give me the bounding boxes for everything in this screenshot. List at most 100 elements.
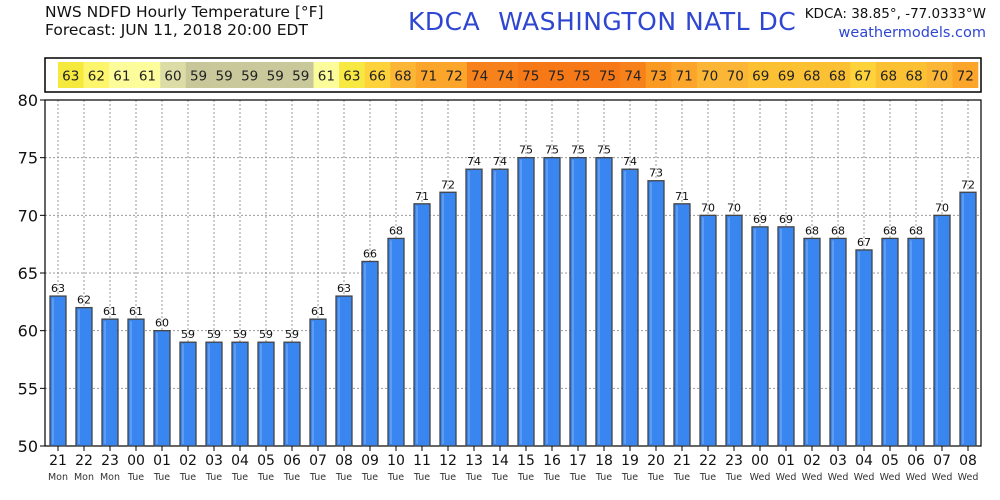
bar-value-label: 68	[831, 224, 845, 237]
bar	[257, 341, 275, 447]
x-tick-hour-label: 07	[309, 453, 327, 469]
x-tick-day-label: Mon	[100, 472, 120, 483]
x-tick-hour-label: 06	[283, 453, 301, 469]
bar-value-label: 68	[805, 224, 819, 237]
bar	[699, 214, 717, 447]
strip-value: 59	[267, 69, 284, 85]
site-link[interactable]: weathermodels.com	[838, 25, 986, 41]
x-tick-hour-label: 07	[933, 453, 951, 469]
bar-value-label: 63	[51, 282, 65, 295]
strip-value: 69	[752, 69, 769, 85]
x-tick-hour-label: 22	[75, 453, 93, 469]
x-tick-day-label: Tue	[699, 472, 716, 483]
bar-value-label: 59	[285, 328, 299, 341]
station-code: KDCA	[408, 7, 481, 36]
x-tick-hour-label: 19	[621, 453, 639, 469]
bar-value-label: 68	[389, 224, 403, 237]
strip-value: 67	[854, 69, 871, 85]
strip-cell	[83, 62, 110, 88]
bar-value-label: 73	[649, 167, 663, 180]
strip-value: 70	[727, 69, 744, 85]
bars: 63 62 61 61 60 59 59 59 59 59 61 63 66 68 71 72 74 74 75 75…	[49, 144, 977, 447]
x-tick-hour-label: 02	[803, 453, 821, 469]
bar	[309, 318, 327, 447]
x-tick-day-label: Mon	[48, 472, 68, 483]
y-tick-label: 70	[18, 206, 38, 225]
strip-value: 73	[650, 69, 667, 85]
bar	[231, 341, 249, 447]
bar	[777, 226, 795, 447]
x-tick-day-label: Tue	[621, 472, 638, 483]
strip-value: 63	[62, 69, 79, 85]
bar-value-label: 71	[415, 190, 429, 203]
bar	[283, 341, 301, 447]
x-tick-day-label: Wed	[802, 472, 823, 483]
bar	[465, 168, 483, 447]
x-tick-hour-label: 03	[205, 453, 223, 469]
x-tick-day-label: Wed	[750, 472, 771, 483]
bar	[517, 157, 535, 447]
strip-value: 70	[931, 69, 948, 85]
strip-cell	[262, 62, 289, 88]
station-title: KDCA WASHINGTON NATL DC	[408, 7, 796, 36]
strip-cell	[364, 62, 391, 88]
x-tick-hour-label: 00	[127, 453, 145, 469]
x-tick-hour-label: 05	[881, 453, 899, 469]
y-tick-label: 80	[18, 91, 38, 110]
bar-value-label: 59	[259, 328, 273, 341]
x-tick-day-label: Tue	[413, 472, 430, 483]
y-tick-label: 65	[18, 264, 38, 283]
strip-value: 71	[420, 69, 437, 85]
title-line-2: Forecast: JUN 11, 2018 20:00 EDT	[45, 21, 308, 39]
bar-value-label: 66	[363, 247, 377, 260]
x-tick-day-label: Tue	[439, 472, 456, 483]
x-tick-hour-label: 16	[543, 453, 561, 469]
strip-cell	[518, 62, 544, 88]
x-tick-day-label: Wed	[958, 472, 979, 483]
bar-value-label: 62	[77, 294, 91, 307]
x-tick-hour-label: 00	[751, 453, 769, 469]
bar	[127, 318, 145, 447]
x-tick-day-label: Tue	[309, 472, 326, 483]
x-tick-hour-label: 18	[595, 453, 613, 469]
x-tick-day-label: Tue	[179, 472, 196, 483]
bar	[569, 157, 587, 447]
strip-cell	[441, 62, 468, 88]
bar-value-label: 70	[701, 201, 715, 214]
title-line-1: NWS NDFD Hourly Temperature [°F]	[45, 3, 324, 21]
strip-cell	[620, 62, 647, 88]
strip-cell	[748, 62, 774, 88]
x-tick-day-label: Tue	[127, 472, 144, 483]
y-tick-label: 50	[18, 437, 38, 456]
x-tick-hour-label: 04	[855, 453, 873, 469]
strip-cell	[952, 62, 979, 88]
bar	[179, 341, 197, 447]
strip-cell	[109, 62, 135, 88]
x-tick-hour-label: 21	[673, 453, 691, 469]
bar	[335, 295, 353, 447]
x-tick-hour-label: 20	[647, 453, 665, 469]
strip-value: 60	[164, 69, 181, 85]
x-tick-hour-label: 10	[387, 453, 405, 469]
x-tick-hour-label: 17	[569, 453, 587, 469]
strip-value: 75	[548, 69, 565, 85]
strip-value: 68	[394, 69, 411, 85]
x-tick-hour-label: 09	[361, 453, 379, 469]
x-tick-day-label: Tue	[205, 472, 222, 483]
x-tick-hour-label: 21	[49, 453, 67, 469]
bar-value-label: 71	[675, 190, 689, 203]
strip-cell	[543, 62, 570, 88]
strip-value: 75	[599, 69, 616, 85]
strip-value: 75	[522, 69, 539, 85]
bar	[439, 191, 457, 447]
strip-cell	[671, 62, 698, 88]
x-tick-day-label: Tue	[491, 472, 508, 483]
bar	[205, 341, 223, 447]
strip-cell	[492, 62, 519, 88]
strip-cell	[134, 62, 161, 88]
bar-value-label: 68	[883, 224, 897, 237]
bar-value-label: 75	[571, 144, 585, 157]
bar	[361, 260, 379, 447]
bar	[595, 157, 613, 447]
strip-value: 68	[803, 69, 820, 85]
